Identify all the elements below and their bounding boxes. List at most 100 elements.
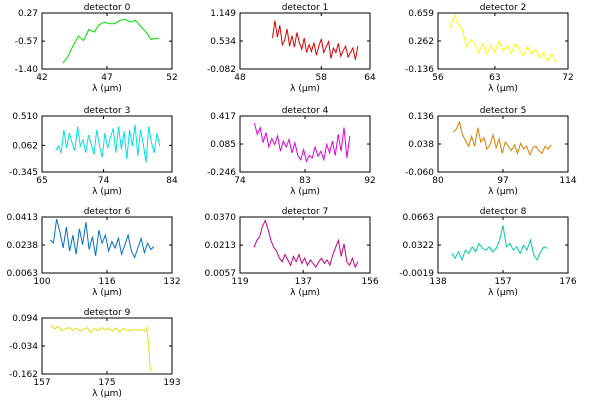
x-tick-label: 84 [166, 176, 178, 186]
y-tick-label: 0.0238 [7, 241, 39, 251]
panel-title: detector 9 [84, 308, 131, 318]
x-tick-label: 92 [364, 176, 375, 186]
y-tick-label: -0.060 [405, 168, 434, 178]
plot-frame [437, 216, 569, 274]
x-axis-label: λ (μm) [290, 187, 320, 197]
y-tick-label: 0.136 [408, 112, 434, 122]
series-line [49, 218, 155, 259]
y-tick-label: -0.345 [9, 168, 38, 178]
x-tick-label: 56 [432, 73, 444, 83]
panel-detector-8: detector 8 138 157 176 0.0663 0.0322 -0.0019 λ … [399, 207, 577, 298]
y-tick-label: -0.0019 [399, 269, 434, 279]
y-tick-label: 0.085 [210, 140, 236, 150]
panel-title: detector 2 [480, 3, 527, 13]
panel-title: detector 7 [282, 207, 329, 217]
y-tick-label: 0.27 [18, 9, 38, 19]
x-axis-label: λ (μm) [290, 288, 320, 298]
x-tick-label: 65 [36, 176, 47, 186]
x-axis-label: λ (μm) [488, 288, 518, 298]
y-tick-label: 0.0057 [205, 269, 237, 279]
y-tick-label: -0.034 [9, 342, 38, 352]
x-tick-label: 114 [559, 176, 576, 186]
y-tick-label: 0.534 [210, 37, 236, 47]
plot-frame [41, 12, 173, 70]
panel-detector-9: detector 9 157 175 193 0.094 -0.034 -0.162 λ (μ… [9, 308, 181, 399]
y-tick-label: 0.0413 [7, 213, 39, 223]
x-tick-label: 74 [234, 176, 246, 186]
panel-detector-4: detector 4 74 83 92 0.417 0.085 -0.246 λ (μm) [207, 106, 376, 197]
x-axis-label: λ (μm) [92, 389, 122, 399]
y-tick-label: 0.094 [12, 314, 38, 324]
x-tick-label: 42 [36, 73, 47, 83]
panel-detector-0: detector 0 42 47 52 0.27 -0.57 -1.40 λ (μm) [15, 3, 178, 94]
panel-title: detector 6 [84, 207, 131, 217]
plot-frame [437, 115, 569, 173]
panel-detector-3: detector 3 65 74 84 0.510 0.062 -0.345 λ (μm) [9, 106, 178, 197]
y-tick-label: 0.062 [12, 141, 38, 151]
x-tick-label: 137 [295, 277, 312, 287]
panel-detector-5: detector 5 80 97 114 0.136 0.038 -0.060 λ (μm) [405, 106, 577, 197]
series-line [451, 225, 548, 262]
x-tick-label: 64 [364, 73, 376, 83]
y-tick-label: -0.246 [207, 168, 236, 178]
x-axis-label: λ (μm) [92, 84, 122, 94]
panel-title: detector 5 [480, 106, 527, 116]
plot-frame [239, 115, 371, 173]
panel-detector-2: detector 2 56 63 72 0.659 0.262 -0.136 λ (μm) [405, 3, 574, 94]
panel-title: detector 1 [282, 3, 329, 13]
x-axis-label: λ (μm) [488, 84, 518, 94]
x-tick-label: 52 [166, 73, 177, 83]
x-tick-label: 176 [559, 277, 576, 287]
plot-frame [41, 115, 173, 173]
x-tick-label: 100 [33, 277, 50, 287]
x-tick-label: 193 [163, 378, 180, 388]
x-tick-label: 156 [361, 277, 378, 287]
x-tick-label: 97 [497, 176, 508, 186]
y-tick-label: -1.40 [15, 65, 39, 75]
y-tick-label: 1.149 [210, 9, 236, 19]
y-tick-label: 0.262 [408, 37, 434, 47]
y-tick-label: -0.136 [405, 65, 434, 75]
x-tick-label: 80 [432, 176, 444, 186]
panel-title: detector 4 [282, 106, 329, 116]
x-tick-label: 63 [489, 73, 500, 83]
y-tick-label: 0.510 [12, 112, 38, 122]
x-tick-label: 83 [299, 176, 310, 186]
panel-detector-1: detector 1 48 58 64 1.149 0.534 -0.082 λ (μm) [207, 3, 376, 94]
plot-frame [41, 317, 173, 375]
x-tick-label: 47 [101, 73, 112, 83]
panel-title: detector 0 [84, 3, 131, 13]
x-tick-label: 74 [98, 176, 110, 186]
y-tick-label: 0.0370 [205, 213, 237, 223]
x-tick-label: 138 [429, 277, 446, 287]
x-tick-label: 72 [562, 73, 573, 83]
y-tick-label: 0.659 [408, 9, 434, 19]
x-tick-label: 48 [234, 73, 246, 83]
panel-title: detector 8 [480, 207, 527, 217]
panel-detector-6: detector 6 100 116 132 0.0413 0.0238 0.0063 λ (… [7, 207, 181, 298]
x-axis-label: λ (μm) [92, 288, 122, 298]
series-line [452, 120, 552, 157]
panel-title: detector 3 [84, 106, 131, 116]
x-axis-label: λ (μm) [290, 84, 320, 94]
x-tick-label: 119 [231, 277, 248, 287]
y-tick-label: -0.57 [15, 37, 38, 47]
x-tick-label: 157 [33, 378, 50, 388]
x-tick-label: 175 [98, 378, 115, 388]
x-axis-label: λ (μm) [488, 187, 518, 197]
panel-detector-7: detector 7 119 137 156 0.0370 0.0213 0.0057 λ (… [205, 207, 379, 298]
series-line [253, 219, 359, 269]
plot-frame [239, 216, 371, 274]
y-tick-label: 0.417 [210, 112, 236, 122]
x-tick-label: 116 [98, 277, 115, 287]
series-line [55, 124, 161, 163]
series-line [50, 325, 151, 372]
y-tick-label: 0.0663 [403, 213, 435, 223]
y-tick-label: -0.082 [207, 65, 236, 75]
series-line [62, 18, 160, 64]
x-tick-label: 58 [316, 73, 328, 83]
x-axis-label: λ (μm) [92, 187, 122, 197]
y-tick-label: 0.0063 [7, 269, 39, 279]
series-line [272, 20, 359, 60]
